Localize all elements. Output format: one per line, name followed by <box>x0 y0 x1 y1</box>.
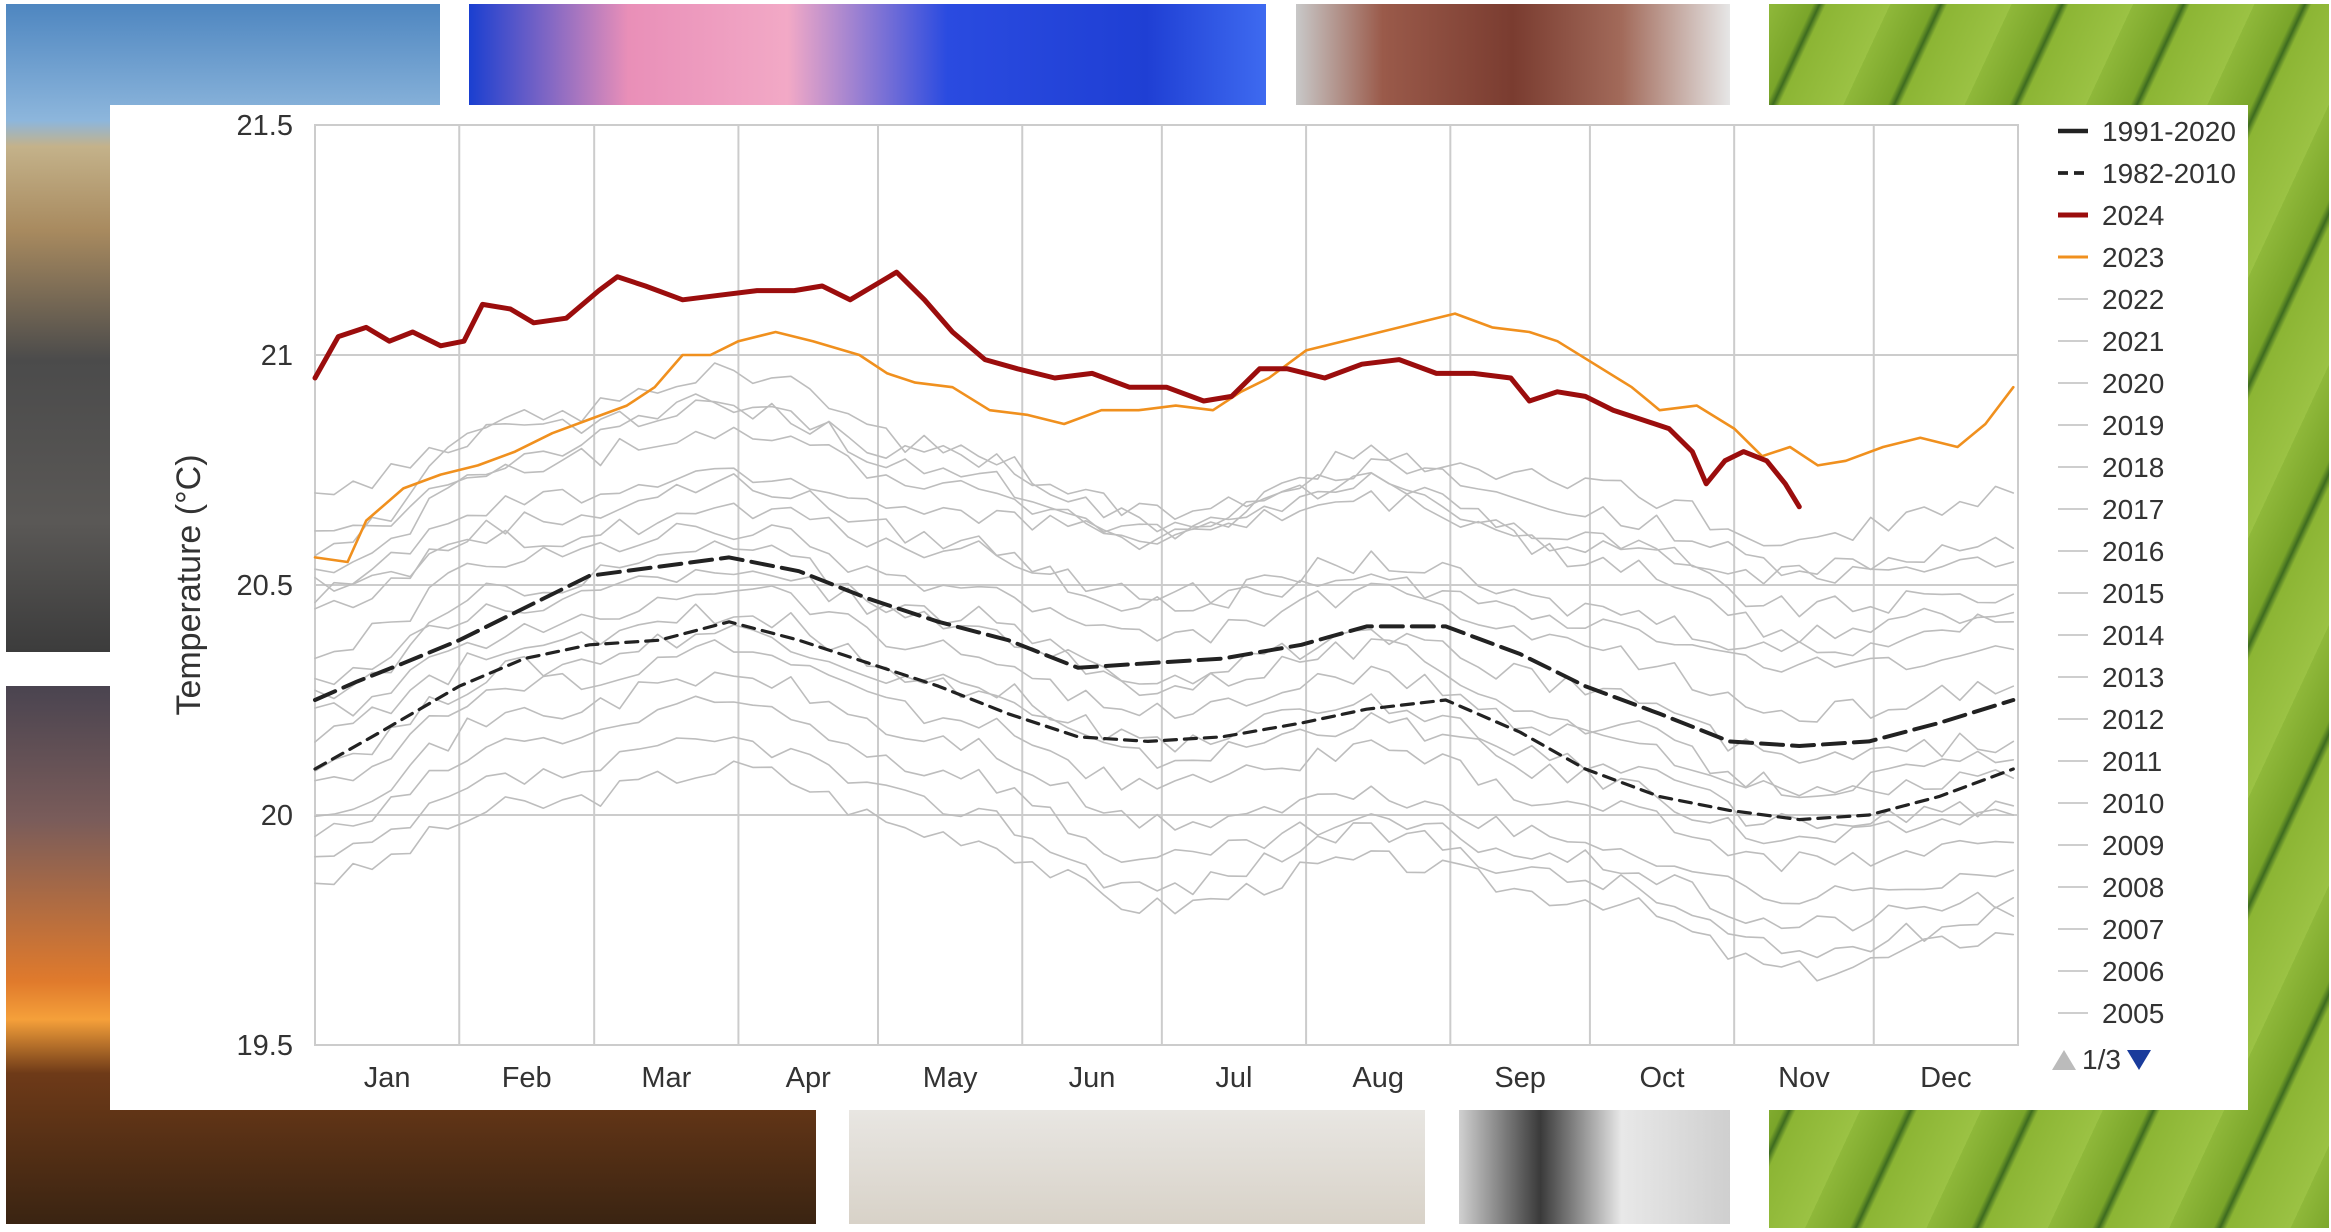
y-tick-label: 20.5 <box>237 570 293 602</box>
legend-pager: 1/3 <box>2052 1043 2151 1077</box>
legend-label: 2010 <box>2102 788 2164 819</box>
legend-page-indicator: 1/3 <box>2082 1044 2121 1075</box>
x-axis-ticks: Jan Feb Mar Apr May Jun Jul Aug Sep Oct Nov Dec <box>364 1062 1972 1094</box>
legend[interactable]: 1991-2020 1982-2010 2024 2023 2022 2021 2020 20… <box>2058 116 2236 1029</box>
x-tick-label: Aug <box>1352 1062 1404 1094</box>
legend-item-2012[interactable]: 2012 <box>2058 704 2164 735</box>
legend-item-2013[interactable]: 2013 <box>2058 662 2164 693</box>
series-line-2016 <box>314 393 2015 644</box>
legend-item-2019[interactable]: 2019 <box>2058 410 2164 441</box>
legend-item-2017[interactable]: 2017 <box>2058 494 2164 525</box>
series-line-2024 <box>312 269 1802 510</box>
x-tick-label: May <box>923 1062 978 1094</box>
legend-label: 2012 <box>2102 704 2164 735</box>
temperature-chart: 19.5 20 20.5 21 21.5 Jan Feb Mar Apr May Jun Jul Au… <box>170 110 2236 1094</box>
y-axis-label: Temperature (°C) <box>170 454 208 715</box>
photo-tile-coral <box>469 4 1266 106</box>
legend-item-2007[interactable]: 2007 <box>2058 914 2164 945</box>
legend-item-2015[interactable]: 2015 <box>2058 578 2164 609</box>
legend-item-2011[interactable]: 2011 <box>2058 746 2162 777</box>
y-tick-label: 19.5 <box>237 1030 293 1062</box>
legend-label: 2022 <box>2102 284 2164 315</box>
x-tick-label: Feb <box>502 1062 552 1094</box>
series-line-2011 <box>314 639 2015 873</box>
series-line-2022 <box>314 426 2015 585</box>
series-line-2023 <box>313 312 2015 564</box>
series-line-2010 <box>314 540 2015 799</box>
legend-label: 2009 <box>2102 830 2164 861</box>
legend-label: 2024 <box>2102 200 2164 231</box>
legend-label: 2007 <box>2102 914 2164 945</box>
photo-tile-building <box>1296 4 1730 106</box>
legend-item-2020[interactable]: 2020 <box>2058 368 2164 399</box>
series-line-1982-2010 <box>313 620 2015 822</box>
series-line-2008 <box>314 695 2015 932</box>
legend-item-2008[interactable]: 2008 <box>2058 872 2164 903</box>
photo-tile-beach <box>849 1110 1425 1224</box>
legend-label: 1991-2020 <box>2102 116 2236 147</box>
legend-item-2010[interactable]: 2010 <box>2058 788 2164 819</box>
x-tick-label: Jul <box>1215 1062 1252 1094</box>
series-line-2007 <box>314 736 2015 959</box>
legend-label: 2019 <box>2102 410 2164 441</box>
x-tick-label: Sep <box>1494 1062 1546 1094</box>
series-line-2013 <box>314 585 2015 797</box>
series-line-1991-2020 <box>313 555 2016 748</box>
y-tick-label: 20 <box>261 800 293 832</box>
y-tick-label: 21.5 <box>237 110 293 142</box>
series-line-2012 <box>314 603 2015 830</box>
x-tick-label: Jun <box>1069 1062 1116 1094</box>
x-tick-label: Oct <box>1639 1062 1684 1094</box>
x-tick-label: Jan <box>364 1062 411 1094</box>
legend-item-2023[interactable]: 2023 <box>2058 242 2164 273</box>
triangle-up-icon[interactable] <box>2052 1050 2076 1070</box>
y-axis-ticks: 19.5 20 20.5 21 21.5 <box>237 110 293 1062</box>
series-line-2021 <box>314 362 2015 618</box>
series-line-2014 <box>314 568 2015 764</box>
photo-tile-horse <box>1459 1110 1730 1224</box>
legend-label: 2014 <box>2102 620 2164 651</box>
legend-item-2005[interactable]: 2005 <box>2058 998 2164 1029</box>
legend-item-1982-2010[interactable]: 1982-2010 <box>2058 158 2236 189</box>
legend-item-2014[interactable]: 2014 <box>2058 620 2164 651</box>
legend-label: 2005 <box>2102 998 2164 1029</box>
legend-label: 2018 <box>2102 452 2164 483</box>
x-tick-label: Apr <box>786 1062 831 1094</box>
x-tick-label: Nov <box>1778 1062 1830 1094</box>
series-line-2018 <box>314 502 2015 673</box>
legend-label: 2013 <box>2102 662 2164 693</box>
legend-item-2016[interactable]: 2016 <box>2058 536 2164 567</box>
legend-label: 2015 <box>2102 578 2164 609</box>
legend-item-2024[interactable]: 2024 <box>2058 200 2164 231</box>
chart-panel: 19.5 20 20.5 21 21.5 Jan Feb Mar Apr May Jun Jul Au… <box>110 105 2248 1110</box>
legend-label: 2020 <box>2102 368 2164 399</box>
triangle-down-icon[interactable] <box>2126 1050 2151 1070</box>
legend-label: 2017 <box>2102 494 2164 525</box>
legend-item-1991-2020[interactable]: 1991-2020 <box>2058 116 2236 147</box>
series-lines <box>312 269 2016 982</box>
y-tick-label: 21 <box>261 340 293 372</box>
x-tick-label: Dec <box>1920 1062 1972 1094</box>
legend-item-2018[interactable]: 2018 <box>2058 452 2164 483</box>
series-line-2009 <box>314 671 2015 905</box>
legend-label: 2016 <box>2102 536 2164 567</box>
legend-item-2006[interactable]: 2006 <box>2058 956 2164 987</box>
legend-label: 2023 <box>2102 242 2164 273</box>
legend-item-2021[interactable]: 2021 <box>2058 326 2164 357</box>
legend-item-2009[interactable]: 2009 <box>2058 830 2164 861</box>
legend-label: 2011 <box>2102 746 2162 777</box>
series-line-2017 <box>314 473 2015 657</box>
legend-item-2022[interactable]: 2022 <box>2058 284 2164 315</box>
x-tick-label: Mar <box>641 1062 691 1094</box>
series-line-2005 <box>314 760 2015 982</box>
legend-label: 2008 <box>2102 872 2164 903</box>
series-line-2006 <box>314 624 2015 845</box>
series-line-2020 <box>314 399 2015 577</box>
series-line-2019 <box>314 444 2015 592</box>
legend-label: 2021 <box>2102 326 2164 357</box>
series-line-2015 <box>314 522 2015 723</box>
legend-label: 2006 <box>2102 956 2164 987</box>
grid-lines <box>314 124 2019 1046</box>
legend-label: 1982-2010 <box>2102 158 2236 189</box>
